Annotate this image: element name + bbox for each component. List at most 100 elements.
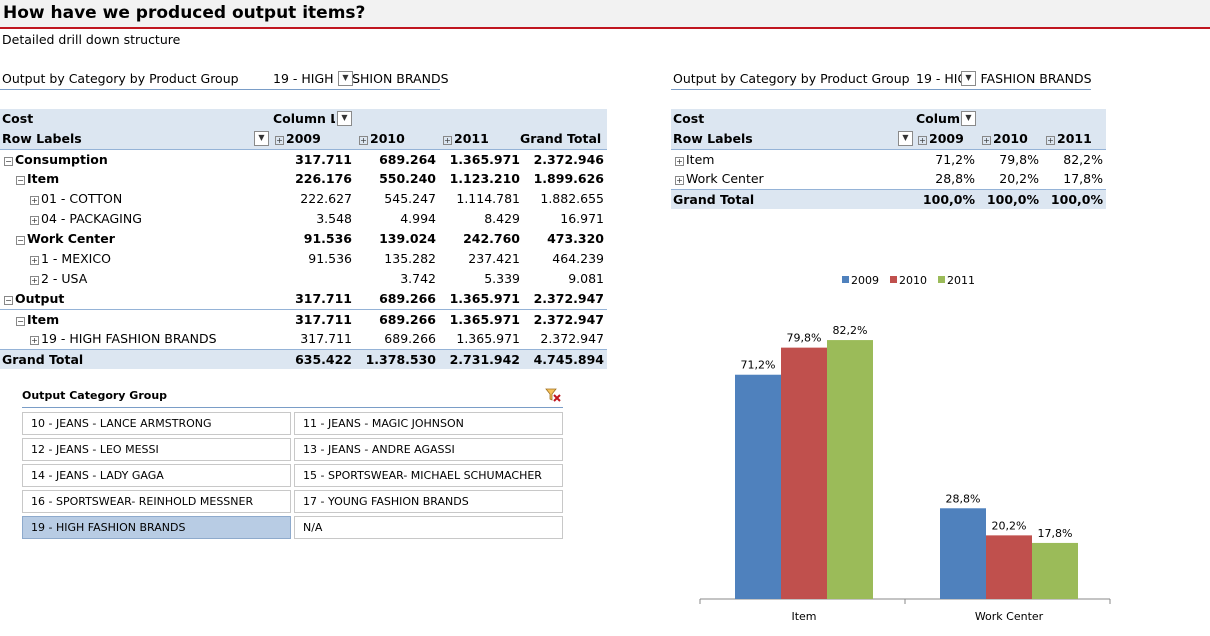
measure-label: Cost xyxy=(2,111,34,126)
slicer-item[interactable]: 15 - SPORTSWEAR- MICHAEL SCHUMACHER xyxy=(294,464,563,487)
row-label[interactable]: + Work Center xyxy=(675,171,764,186)
cell: 8.429 xyxy=(484,211,520,226)
bar-item-2011 xyxy=(827,340,873,599)
plus-box-icon[interactable]: + xyxy=(30,336,39,345)
x-tick-label: Work Center xyxy=(975,610,1044,623)
row-label[interactable]: − Work Center xyxy=(16,231,115,246)
cell: 222.627 xyxy=(300,191,352,206)
cell: 100,0% xyxy=(922,192,975,207)
cell: 2.731.942 xyxy=(449,352,520,367)
row-label[interactable]: + Item xyxy=(675,152,715,167)
cell: 237.421 xyxy=(468,251,520,266)
plus-box-icon[interactable]: + xyxy=(1046,136,1055,145)
cell: 100,0% xyxy=(986,192,1039,207)
minus-box-icon[interactable]: − xyxy=(4,296,13,305)
slicer-item-selected[interactable]: 19 - HIGH FASHION BRANDS xyxy=(22,516,291,539)
cell: 4.745.894 xyxy=(533,352,604,367)
column-2010[interactable]: +2010 xyxy=(982,131,1028,146)
slicer-item[interactable]: 12 - JEANS - LEO MESSI xyxy=(22,438,291,461)
plus-box-icon[interactable]: + xyxy=(918,136,927,145)
legend-label: 2010 xyxy=(899,274,927,287)
row-label[interactable]: − Item xyxy=(16,171,60,186)
chevron-down-icon[interactable]: ▼ xyxy=(961,111,976,126)
row-label[interactable]: +01 - COTTON xyxy=(30,191,123,206)
plus-box-icon[interactable]: + xyxy=(30,196,39,205)
plus-box-icon[interactable]: + xyxy=(443,136,452,145)
left-report-filter: Output by Category by Product Group 19 -… xyxy=(0,68,449,90)
column-2011[interactable]: +2011 xyxy=(443,131,489,146)
cell: 242.760 xyxy=(463,231,520,246)
plus-box-icon[interactable]: + xyxy=(359,136,368,145)
table-row: − Item 226.176 550.240 1.123.210 1.899.62… xyxy=(0,169,607,189)
slicer-item[interactable]: 16 - SPORTSWEAR- REINHOLD MESSNER xyxy=(22,490,291,513)
slicer-item[interactable]: 17 - YOUNG FASHION BRANDS xyxy=(294,490,563,513)
plus-box-icon[interactable]: + xyxy=(275,136,284,145)
cell: 317.711 xyxy=(300,331,352,346)
cell: 135.282 xyxy=(384,251,436,266)
filter-dropdown-icon[interactable]: ▼ xyxy=(961,71,976,86)
chevron-down-icon[interactable]: ▼ xyxy=(337,111,352,126)
cell: 79,8% xyxy=(999,152,1039,167)
cell: 1.114.781 xyxy=(456,191,520,206)
legend-label: 2009 xyxy=(851,274,879,287)
table-row: +19 - HIGH FASHION BRANDS 317.711 689.26… xyxy=(0,329,607,349)
clear-filter-icon[interactable] xyxy=(545,388,561,402)
minus-box-icon[interactable]: − xyxy=(16,236,25,245)
plus-box-icon[interactable]: + xyxy=(30,216,39,225)
filter-dropdown-icon[interactable]: ▼ xyxy=(338,71,353,86)
row-label[interactable]: − Output xyxy=(4,291,65,306)
cell: 1.899.626 xyxy=(533,171,604,186)
minus-box-icon[interactable]: − xyxy=(16,176,25,185)
left-pivot-table: Cost Column Labels ▼ Row Labels ▼ +2009 … xyxy=(0,109,607,369)
left-filter-value[interactable]: 19 - HIGH FASHION BRANDS xyxy=(273,71,449,86)
pivot-columns-row: Row Labels ▼ +2009 +2010 +2011 xyxy=(671,129,1106,149)
cell: 82,2% xyxy=(1063,152,1103,167)
row-label[interactable]: +1 - MEXICO xyxy=(30,251,111,266)
cell: 317.711 xyxy=(295,291,352,306)
row-label[interactable]: − Item xyxy=(16,312,60,327)
bar-work-center-2011 xyxy=(1032,542,1078,599)
cell: 1.365.971 xyxy=(449,312,520,327)
cell: 689.264 xyxy=(379,152,436,167)
cell: 71,2% xyxy=(935,152,975,167)
bar-work-center-2010 xyxy=(986,535,1032,599)
row-label[interactable]: +04 - PACKAGING xyxy=(30,211,142,226)
slicer-item[interactable]: 13 - JEANS - ANDRE AGASSI xyxy=(294,438,563,461)
cell: 3.548 xyxy=(316,211,352,226)
slicer-item[interactable]: 10 - JEANS - LANCE ARMSTRONG xyxy=(22,412,291,435)
table-row: +2 - USA 3.742 5.339 9.081 xyxy=(0,269,607,289)
row-label[interactable]: − Consumption xyxy=(4,152,108,167)
plus-box-icon[interactable]: + xyxy=(30,256,39,265)
measure-label: Cost xyxy=(673,111,705,126)
column-2010[interactable]: +2010 xyxy=(359,131,405,146)
slicer-item[interactable]: N/A xyxy=(294,516,563,539)
cell: 1.882.655 xyxy=(540,191,604,206)
column-2009[interactable]: +2009 xyxy=(918,131,964,146)
column-2011[interactable]: +2011 xyxy=(1046,131,1092,146)
cell: 3.742 xyxy=(400,271,436,286)
plus-box-icon[interactable]: + xyxy=(675,176,684,185)
column-labels-header: Column Labels xyxy=(916,111,961,126)
row-label[interactable]: +19 - HIGH FASHION BRANDS xyxy=(30,331,217,346)
cell: 317.711 xyxy=(295,152,352,167)
cell: 2.372.947 xyxy=(540,331,604,346)
cell: 20,2% xyxy=(999,171,1039,186)
right-filter-value[interactable]: 19 - HIGH FASHION BRANDS xyxy=(916,71,1092,86)
grand-total-row: Grand Total 100,0% 100,0% 100,0% xyxy=(671,189,1106,209)
minus-box-icon[interactable]: − xyxy=(4,157,13,166)
data-label: 79,8% xyxy=(787,332,822,345)
row-label[interactable]: +2 - USA xyxy=(30,271,88,286)
column-2009[interactable]: +2009 xyxy=(275,131,321,146)
plus-box-icon[interactable]: + xyxy=(30,276,39,285)
minus-box-icon[interactable]: − xyxy=(16,317,25,326)
slicer-item[interactable]: 11 - JEANS - MAGIC JOHNSON xyxy=(294,412,563,435)
slicer-item[interactable]: 14 - JEANS - LADY GAGA xyxy=(22,464,291,487)
cell: 2.372.947 xyxy=(533,291,604,306)
filter-dropdown-icon[interactable]: ▼ xyxy=(898,131,913,146)
filter-dropdown-icon[interactable]: ▼ xyxy=(254,131,269,146)
data-label: 17,8% xyxy=(1038,527,1073,540)
plus-box-icon[interactable]: + xyxy=(675,157,684,166)
plus-box-icon[interactable]: + xyxy=(982,136,991,145)
cell: 5.339 xyxy=(484,271,520,286)
cell: 635.422 xyxy=(295,352,352,367)
